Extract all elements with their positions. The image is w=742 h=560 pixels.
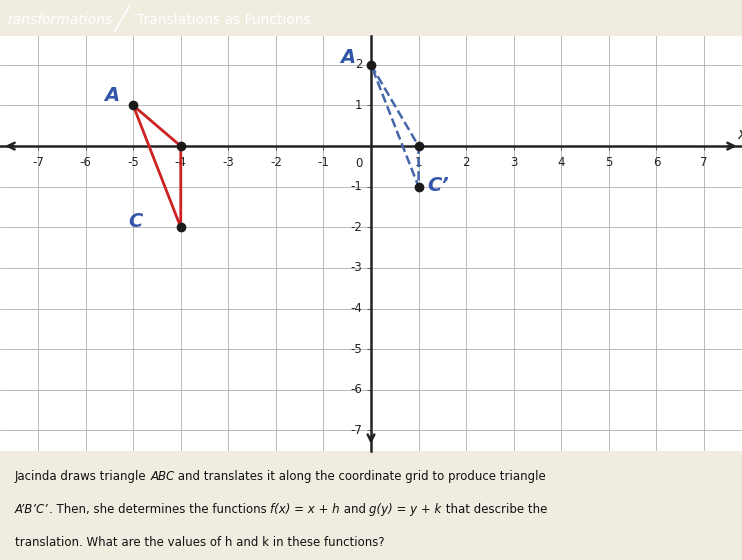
Text: Translations as Functions: Translations as Functions: [137, 13, 311, 27]
Text: C’: C’: [427, 176, 449, 195]
Text: f(x) = x + h: f(x) = x + h: [270, 503, 340, 516]
Text: 2: 2: [462, 156, 470, 169]
Text: 1: 1: [415, 156, 422, 169]
Text: -6: -6: [79, 156, 91, 169]
Text: -7: -7: [350, 424, 362, 437]
Text: -2: -2: [350, 221, 362, 234]
Text: -6: -6: [350, 384, 362, 396]
Text: -2: -2: [270, 156, 282, 169]
Text: 5: 5: [605, 156, 612, 169]
Text: ransformations: ransformations: [7, 13, 113, 27]
Text: -1: -1: [350, 180, 362, 193]
Text: Jacinda draws triangle: Jacinda draws triangle: [15, 470, 150, 483]
Text: 3: 3: [510, 156, 517, 169]
Text: 4: 4: [557, 156, 565, 169]
Text: -5: -5: [128, 156, 139, 169]
Text: -5: -5: [351, 343, 362, 356]
Text: 6: 6: [653, 156, 660, 169]
Text: A: A: [105, 86, 119, 105]
Text: 0: 0: [355, 157, 362, 170]
Text: and: and: [340, 503, 370, 516]
Text: A’B’C’: A’B’C’: [15, 503, 48, 516]
Text: and translates it along the coordinate grid to produce triangle: and translates it along the coordinate g…: [174, 470, 546, 483]
Text: -3: -3: [351, 262, 362, 274]
Text: ABC: ABC: [150, 470, 174, 483]
Text: that describe the: that describe the: [441, 503, 547, 516]
Text: -7: -7: [32, 156, 44, 169]
Text: A: A: [340, 48, 355, 67]
Text: x: x: [738, 127, 742, 142]
Text: 7: 7: [700, 156, 708, 169]
Text: 2: 2: [355, 58, 362, 71]
Text: -4: -4: [175, 156, 187, 169]
Text: . Then, she determines the functions: . Then, she determines the functions: [48, 503, 270, 516]
Text: C: C: [128, 212, 142, 231]
Text: translation. What are the values of h and k in these functions?: translation. What are the values of h an…: [15, 536, 384, 549]
Text: -3: -3: [223, 156, 234, 169]
Text: -1: -1: [318, 156, 329, 169]
Text: g(y) = y + k: g(y) = y + k: [370, 503, 441, 516]
Text: -4: -4: [350, 302, 362, 315]
Text: 1: 1: [355, 99, 362, 112]
